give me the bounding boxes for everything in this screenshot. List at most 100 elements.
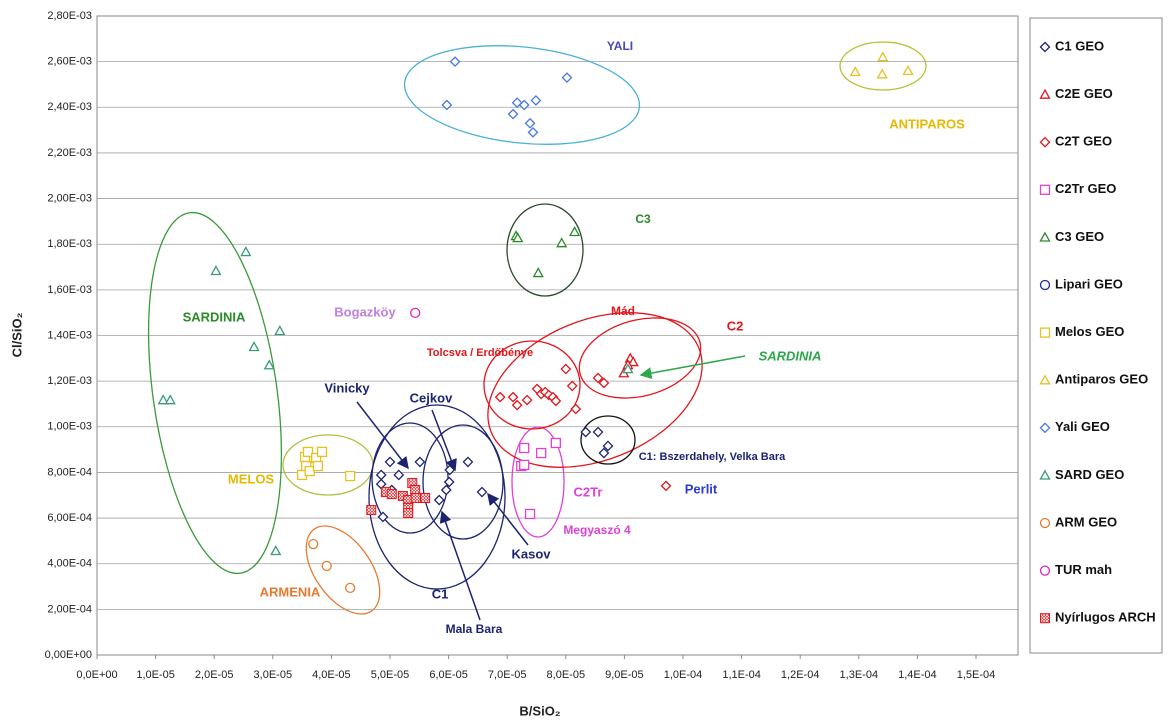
legend-label: C3 GEO <box>1055 229 1104 244</box>
y-tick-label: 1,80E-03 <box>47 238 92 250</box>
legend-label: Lipari GEO <box>1055 276 1123 291</box>
legend-box <box>1029 17 1163 654</box>
scatter-point <box>519 442 530 454</box>
legend-marker <box>1039 327 1051 338</box>
scatter-point <box>386 489 397 500</box>
scatter-point <box>440 484 452 496</box>
scatter-point <box>622 363 634 374</box>
legend-marker <box>1039 279 1051 291</box>
scatter-point <box>345 582 356 594</box>
scatter-point <box>598 447 610 459</box>
annotation: YALI <box>607 39 633 53</box>
scatter-point <box>494 391 506 403</box>
scatter-point <box>410 492 421 503</box>
scatter-point <box>393 469 405 481</box>
annotation: ARMENIA <box>260 584 321 599</box>
scatter-point <box>384 456 396 468</box>
scatter-point <box>877 51 889 62</box>
annotation: Mád <box>611 304 635 318</box>
annotation: Mala Bara <box>446 622 503 636</box>
legend-marker <box>1039 517 1051 529</box>
legend-marker <box>1039 422 1051 434</box>
scatter-point <box>366 505 377 516</box>
ellipse <box>511 426 565 538</box>
annotation: C3 <box>635 212 651 226</box>
annotation: Cejkov <box>410 390 453 405</box>
ellipse <box>506 203 584 297</box>
scatter-point <box>321 560 332 572</box>
scatter-point <box>556 237 568 248</box>
y-tick-label: 4,00E-04 <box>47 558 92 570</box>
x-tick-label: 6,0E-05 <box>429 669 468 681</box>
scatter-point <box>345 470 356 482</box>
x-tick-label: 1,5E-04 <box>957 669 996 681</box>
annotation: Kasov <box>511 546 551 561</box>
x-tick-label: 2,0E-05 <box>195 669 234 681</box>
legend-label: C2Tr GEO <box>1055 181 1116 196</box>
legend-marker <box>1040 613 1050 624</box>
scatter-point <box>518 99 530 111</box>
annotation: C1: Bszerdahely, Velka Bara <box>639 451 786 463</box>
scatter-point <box>566 380 578 392</box>
scatter-point <box>316 446 328 458</box>
scatter-point <box>414 456 426 468</box>
scatter-point <box>420 492 431 503</box>
annotation: SARDINIA <box>759 348 822 363</box>
annotation: C2Tr <box>574 484 603 499</box>
scatter-point <box>627 356 639 367</box>
scatter-point <box>560 363 572 375</box>
y-tick-label: 0,00E+00 <box>45 649 92 661</box>
x-tick-label: 1,0E-04 <box>664 669 703 681</box>
annotation: ANTIPAROS <box>889 116 965 131</box>
x-tick-label: 1,2E-04 <box>781 669 820 681</box>
scatter-point <box>507 391 519 403</box>
arrow <box>356 401 409 470</box>
legend-label: ARM GEO <box>1055 514 1117 529</box>
x-tick-label: 5,0E-05 <box>371 669 410 681</box>
x-tick-label: 8,0E-05 <box>547 669 586 681</box>
scatter-point <box>849 66 861 77</box>
scatter-point <box>536 447 547 459</box>
legend-label: TUR mah <box>1055 562 1112 577</box>
annotation: Perlit <box>685 481 718 496</box>
y-tick-label: 1,00E-03 <box>47 421 92 433</box>
scatter-point <box>580 426 592 438</box>
arrow <box>487 492 529 546</box>
scatter-point <box>302 446 314 458</box>
legend-marker <box>1039 41 1051 53</box>
legend-label: C2T GEO <box>1055 134 1112 149</box>
scatter-point <box>521 394 533 406</box>
scatter-point <box>462 456 474 468</box>
y-tick-label: 6,00E-04 <box>47 512 92 524</box>
scatter-point <box>660 480 672 492</box>
scatter-point <box>210 265 222 276</box>
scatter-point <box>507 108 519 120</box>
x-tick-label: 1,0E-05 <box>136 669 175 681</box>
x-tick-label: 7,0E-05 <box>488 669 527 681</box>
scatter-point <box>527 126 539 138</box>
scatter-point <box>602 440 614 452</box>
ellipse <box>578 317 702 399</box>
scatter-point <box>568 226 581 237</box>
scatter-point <box>248 341 260 352</box>
ellipse <box>487 312 703 468</box>
annotation: Megyaszó 4 <box>563 523 631 537</box>
scatter-point <box>519 459 530 471</box>
x-tick-label: 4,0E-05 <box>312 669 351 681</box>
annotation: Tolcsva / Erdőbénye <box>427 347 533 359</box>
scatter-point <box>308 538 319 550</box>
y-tick-label: 1,60E-03 <box>47 284 92 296</box>
scatter-point <box>443 476 455 488</box>
legend-label: C1 GEO <box>1055 38 1104 53</box>
scatter-point <box>902 64 914 76</box>
legend-marker <box>1039 184 1051 195</box>
scatter-point <box>876 68 888 79</box>
y-tick-label: 1,40E-03 <box>47 329 92 341</box>
scatter-point <box>598 377 610 389</box>
legend-label: Antiparos GEO <box>1055 372 1148 387</box>
x-axis-label: B/SiO₂ <box>519 703 560 718</box>
annotation: C1 <box>432 586 449 601</box>
scatter-point <box>476 486 488 498</box>
ellipse <box>422 424 504 540</box>
